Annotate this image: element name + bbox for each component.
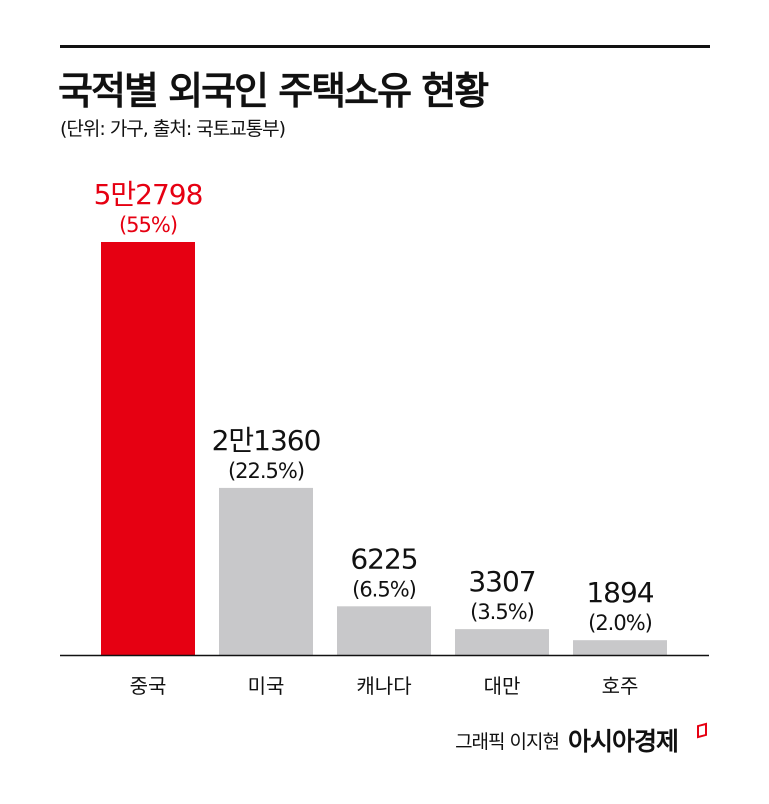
percent-label: (6.5%)	[352, 577, 416, 601]
percent-label: (2.0%)	[588, 611, 652, 635]
brand-logo: 아시아경제	[568, 727, 679, 756]
top-rule	[60, 45, 710, 48]
category-label: 호주	[602, 674, 639, 698]
chart-title: 국적별 외국인 주택소유 현황	[58, 69, 489, 113]
value-label: 5만2798	[94, 178, 203, 211]
chart-subtitle: (단위: 가구, 출처: 국토교통부)	[60, 118, 286, 140]
category-label: 중국	[130, 674, 167, 698]
value-label: 2만1360	[212, 424, 321, 457]
bar	[573, 640, 667, 655]
brand-mark-icon	[697, 722, 707, 739]
percent-label: (55%)	[119, 213, 177, 237]
credit-text: 그래픽 이지현	[455, 731, 560, 753]
bar	[101, 242, 195, 655]
value-label: 1894	[586, 576, 653, 609]
value-label: 3307	[468, 565, 535, 598]
graphic-credit: 그래픽 이지현	[455, 727, 689, 754]
category-label: 대만	[484, 674, 521, 698]
bar	[455, 629, 549, 655]
value-label: 6225	[350, 542, 417, 575]
bar	[337, 606, 431, 655]
percent-label: (22.5%)	[228, 459, 304, 483]
percent-label: (3.5%)	[470, 600, 534, 624]
bar	[219, 487, 313, 655]
category-label: 미국	[248, 674, 285, 698]
category-label: 캐나다	[356, 674, 411, 698]
